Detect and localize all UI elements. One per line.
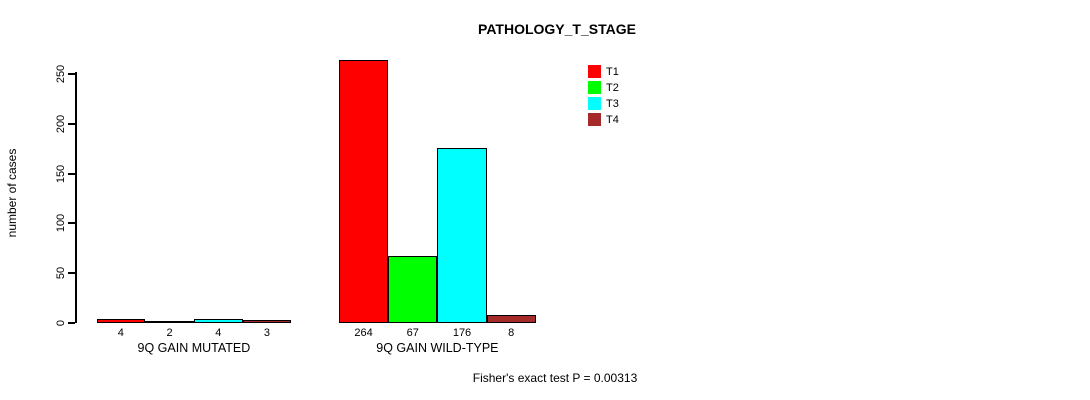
- bar-t4-group2: [486, 315, 536, 323]
- bar-t3-group1: [193, 319, 243, 323]
- y-tick-label-250: 250: [55, 64, 67, 83]
- y-tick-label-0: 0: [55, 319, 67, 326]
- bar-t3-group2: [437, 148, 487, 323]
- y-tick-label-200: 200: [55, 114, 67, 133]
- legend: T1 T2 T3 T4: [588, 65, 619, 129]
- y-tick-150: [68, 173, 75, 175]
- bar-value-label: 3: [263, 327, 270, 339]
- bar-value-label: 4: [117, 327, 124, 339]
- bar-t4-group1: [242, 320, 292, 323]
- x-category-label: 9Q GAIN WILD-TYPE: [376, 341, 499, 355]
- legend-item-t4: T4: [588, 113, 619, 126]
- legend-swatch-t2: [588, 81, 601, 94]
- bar-value-label: 4: [215, 327, 222, 339]
- legend-label-t2: T2: [606, 81, 619, 94]
- x-category-label: 9Q GAIN MUTATED: [137, 341, 251, 355]
- legend-label-t1: T1: [606, 65, 619, 78]
- y-tick-200: [68, 123, 75, 125]
- y-axis-label: number of cases: [5, 148, 19, 238]
- legend-label-t3: T3: [606, 97, 619, 110]
- chart-title: PATHOLOGY_T_STAGE: [478, 21, 636, 37]
- legend-item-t2: T2: [588, 81, 619, 94]
- bar-t2-group1: [145, 321, 194, 323]
- y-axis-line: [75, 72, 77, 323]
- stat-test-annotation: Fisher's exact test P = 0.00313: [472, 371, 638, 385]
- bar-value-label: 67: [406, 327, 419, 339]
- y-tick-label-150: 150: [55, 164, 67, 183]
- legend-swatch-t3: [588, 97, 601, 110]
- legend-swatch-t4: [588, 113, 601, 126]
- y-tick-100: [68, 222, 75, 224]
- bar-value-label: 2: [166, 327, 173, 339]
- legend-label-t4: T4: [606, 113, 619, 126]
- y-tick-250: [68, 73, 75, 75]
- bar-t1-group2: [339, 60, 389, 323]
- bar-value-label: 264: [354, 327, 373, 339]
- y-tick-0: [68, 322, 75, 324]
- bar-value-label: 8: [508, 327, 515, 339]
- legend-item-t3: T3: [588, 97, 619, 110]
- y-tick-label-100: 100: [55, 213, 67, 232]
- legend-swatch-t1: [588, 65, 601, 78]
- bar-t1-group1: [96, 319, 146, 323]
- y-tick-label-50: 50: [55, 266, 67, 279]
- y-tick-50: [68, 272, 75, 274]
- bar-t2-group2: [388, 256, 438, 323]
- bar-value-label: 176: [452, 327, 472, 339]
- legend-item-t1: T1: [588, 65, 619, 78]
